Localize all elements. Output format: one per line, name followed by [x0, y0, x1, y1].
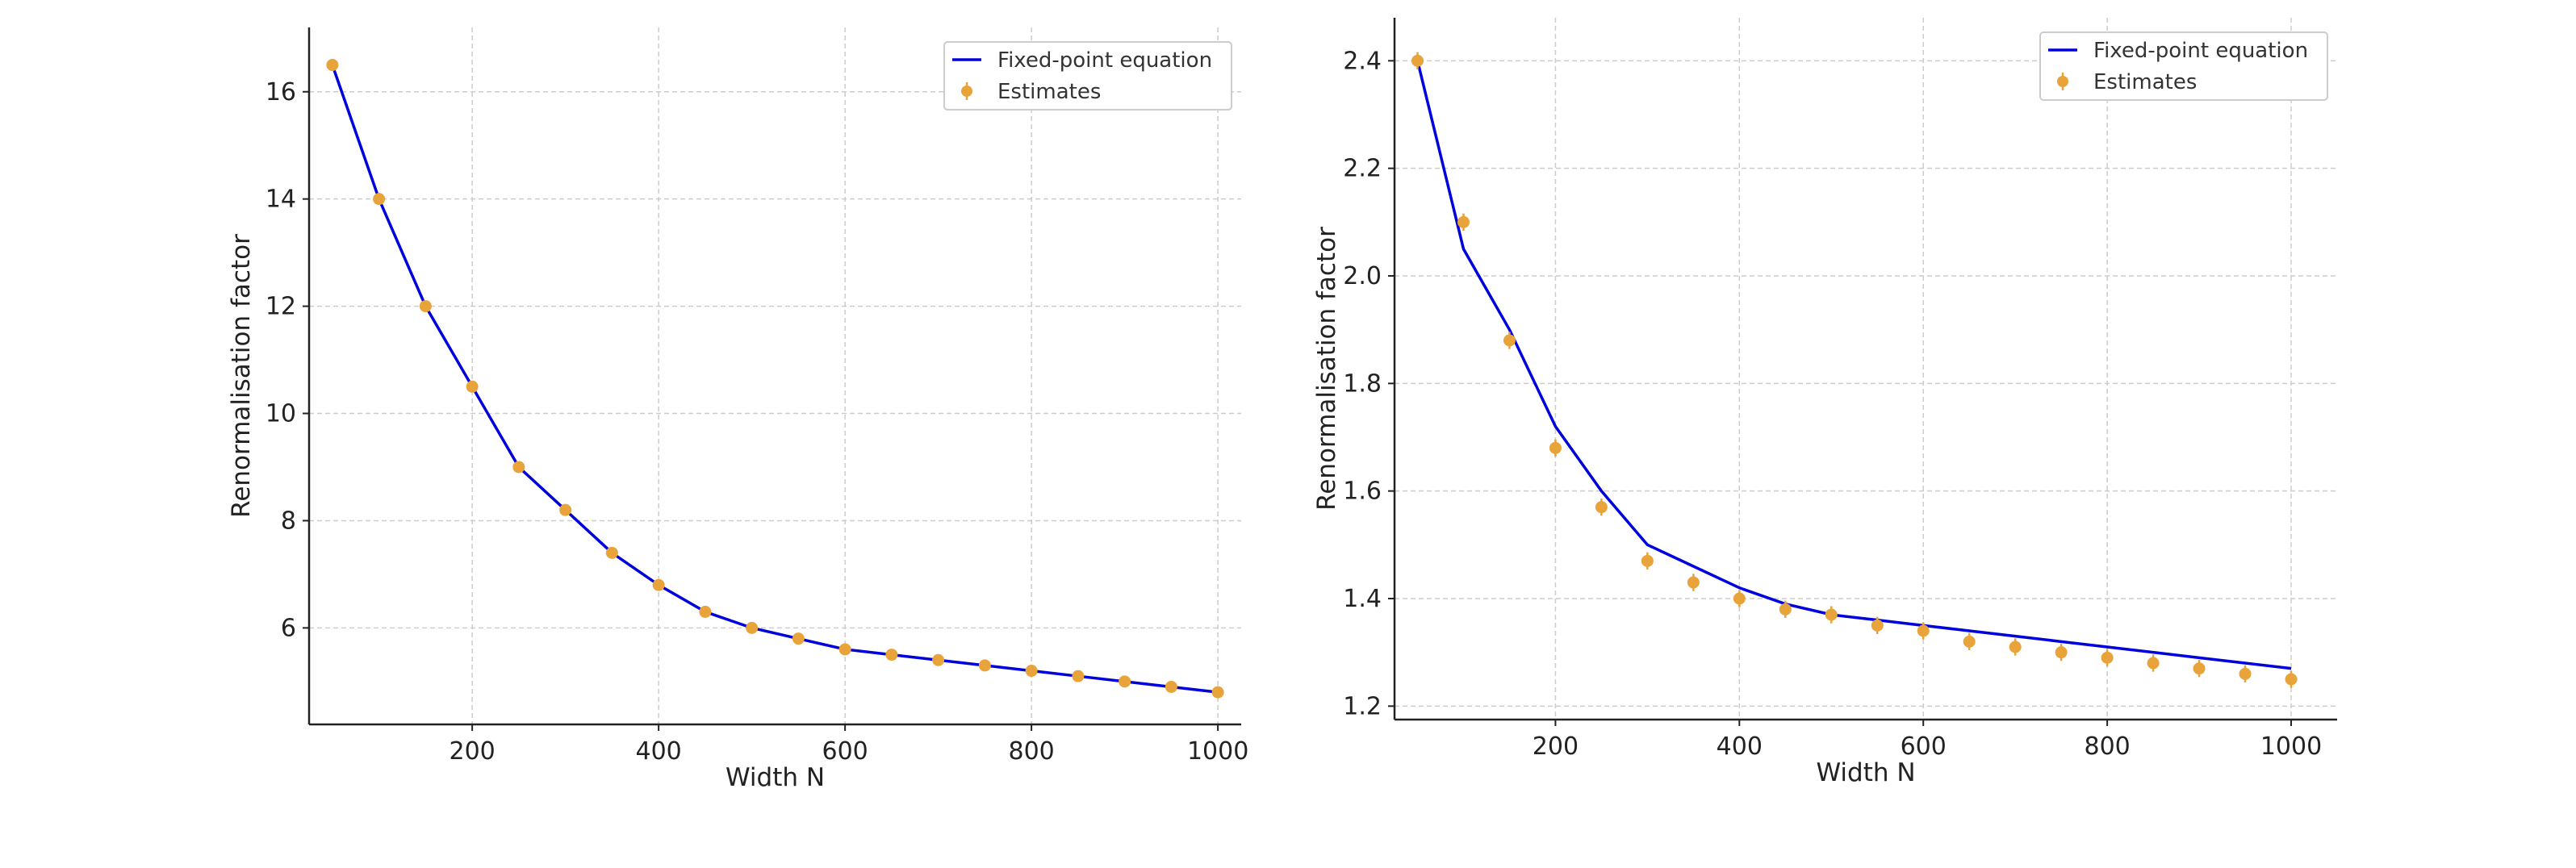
- estimate-point: [1025, 665, 1038, 678]
- x-tick-label: 1000: [1187, 737, 1248, 766]
- estimate-point: [1165, 680, 1177, 693]
- estimate-point: [419, 300, 432, 313]
- estimate-point: [978, 659, 991, 672]
- x-axis-label: Width N: [1816, 758, 1915, 787]
- estimate-point: [1871, 619, 1884, 632]
- x-tick-label: 200: [449, 737, 495, 766]
- estimate-point: [1595, 501, 1608, 514]
- y-tick-label: 6: [281, 614, 296, 642]
- estimate-point: [605, 546, 618, 559]
- legend-entry-fixed-point: Fixed-point equation: [997, 48, 1212, 73]
- estimate-point: [746, 621, 759, 634]
- tick-labels: 200 400 600 800 1000 6 8 10 12 14 16: [266, 78, 1248, 766]
- tick-labels: 200 400 600 800 1000 1.2 1.4 1.6 1.8 2.0 2.2 2.4: [1343, 47, 2322, 761]
- estimate-point: [2239, 667, 2252, 680]
- estimate-point: [2101, 651, 2114, 664]
- legend-entry-fixed-point: Fixed-point equation: [2093, 39, 2308, 63]
- x-tick-label: 200: [1533, 732, 1579, 761]
- x-tick-label: 400: [1717, 732, 1763, 761]
- y-axis-label: Renormalisation factor: [227, 234, 256, 518]
- y-tick-label: 8: [281, 507, 296, 535]
- grid-lines: [309, 27, 1241, 724]
- estimate-point: [326, 59, 339, 72]
- grid-lines: [1395, 18, 2337, 720]
- estimate-point: [1963, 635, 1976, 648]
- estimate-point: [512, 461, 525, 474]
- y-tick-label: 2.4: [1343, 47, 1382, 75]
- estimate-point: [1687, 576, 1700, 589]
- estimate-point: [932, 653, 945, 666]
- estimate-point: [1211, 686, 1224, 699]
- estimate-point: [2193, 662, 2206, 675]
- estimate-point: [1779, 603, 1792, 616]
- estimates-points: [326, 59, 1224, 699]
- x-tick-label: 1000: [2260, 732, 2322, 761]
- legend: Fixed-point equation Estimates: [943, 41, 1232, 111]
- estimate-point: [1733, 592, 1746, 605]
- y-tick-label: 12: [266, 293, 296, 321]
- estimate-point: [2009, 641, 2022, 653]
- estimate-point: [2285, 673, 2298, 686]
- estimates-points: [1411, 52, 2298, 688]
- estimate-point: [1549, 441, 1562, 454]
- y-tick-label: 14: [266, 186, 296, 214]
- estimate-point: [1119, 675, 1131, 688]
- x-tick-label: 600: [1901, 732, 1947, 761]
- y-tick-label: 2.2: [1343, 155, 1382, 183]
- axes: [307, 27, 1241, 726]
- y-tick-label: 2.0: [1343, 262, 1382, 290]
- fixed-point-equation-line: [331, 64, 1219, 694]
- axes: [1393, 18, 2337, 721]
- estimate-point: [2147, 657, 2160, 670]
- x-tick-label: 600: [822, 737, 868, 766]
- legend-box: [2039, 31, 2328, 101]
- estimate-point: [1072, 670, 1085, 682]
- estimate-point: [1917, 624, 1930, 637]
- y-tick-label: 10: [266, 400, 296, 428]
- x-axis-label: Width N: [726, 763, 825, 792]
- estimate-point: [466, 380, 479, 393]
- legend-entry-estimates: Estimates: [997, 80, 1101, 104]
- legend-point-swatch: [961, 86, 972, 97]
- y-tick-label: 1.8: [1343, 369, 1382, 398]
- legend-entry-estimates: Estimates: [2093, 70, 2197, 94]
- x-tick-label: 800: [2084, 732, 2130, 761]
- y-tick-label: 16: [266, 78, 296, 106]
- y-tick-label: 1.6: [1343, 478, 1382, 506]
- legend: Fixed-point equation Estimates: [2039, 31, 2328, 101]
- fixed-point-equation-line: [1416, 60, 2292, 670]
- y-axis-label: Renormalisation factor: [1312, 227, 1341, 511]
- estimate-point: [1825, 608, 1838, 621]
- estimate-point: [559, 503, 572, 516]
- x-tick-label: 400: [635, 737, 681, 766]
- estimate-point: [1503, 334, 1516, 347]
- estimate-point: [373, 193, 386, 206]
- renormalisation-chart-right: 200 400 600 800 1000 1.2 1.4 1.6 1.8 2.0 2.2 2.4 Wi…: [1312, 18, 2337, 787]
- estimate-point: [1457, 215, 1470, 228]
- y-tick-label: 1.4: [1343, 585, 1382, 613]
- estimate-point: [838, 643, 851, 656]
- estimate-point: [2055, 646, 2068, 659]
- estimate-point: [792, 632, 805, 645]
- estimate-point: [885, 649, 898, 661]
- legend-box: [943, 41, 1232, 111]
- x-tick-label: 800: [1008, 737, 1054, 766]
- estimate-point: [1641, 554, 1654, 567]
- legend-point-swatch: [2057, 76, 2068, 87]
- renormalisation-chart-left: 200 400 600 800 1000 6 8 10 12 14 16 Width N Renor…: [227, 27, 1248, 792]
- estimate-point: [1411, 54, 1424, 67]
- estimate-point: [652, 578, 665, 591]
- y-tick-label: 1.2: [1343, 692, 1382, 720]
- estimate-point: [699, 605, 712, 618]
